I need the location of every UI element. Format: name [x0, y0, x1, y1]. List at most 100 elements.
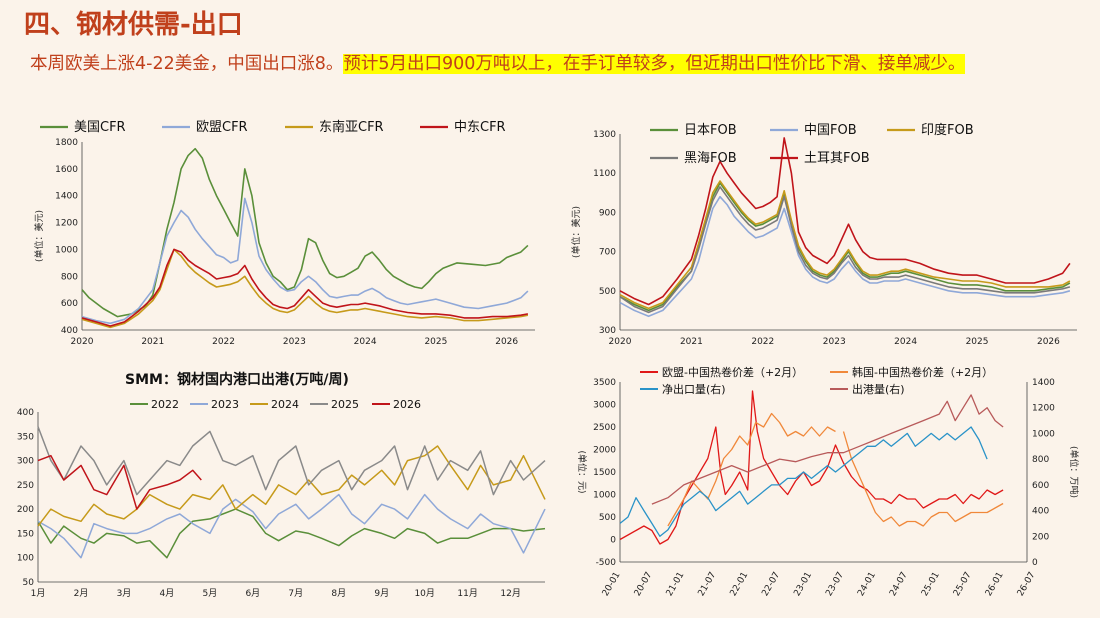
y-tick-label: 400 — [17, 408, 34, 418]
y-tick-label: 1800 — [55, 138, 78, 148]
y-tick-label: 700 — [599, 248, 616, 258]
legend-item-label: 出港量(右) — [852, 382, 905, 396]
y-axis-label: (单位：美元) — [570, 206, 582, 258]
y-right-tick-label: 600 — [1032, 481, 1049, 491]
x-tick-label: 7月 — [288, 588, 303, 599]
x-tick-label: 2025 — [966, 337, 989, 347]
y-tick-label: -500 — [596, 558, 617, 568]
legend-item-label: 中东CFR — [454, 120, 506, 135]
y-right-tick-label: 1000 — [1032, 429, 1055, 439]
x-tick-label: 23-01 — [792, 571, 814, 599]
y-tick-label: 200 — [17, 505, 34, 515]
y-right-tick-label: 800 — [1032, 455, 1049, 465]
y-tick-label: 0 — [610, 536, 616, 546]
legend-item-label: 东南亚CFR — [319, 119, 384, 135]
x-tick-label: 2021 — [141, 337, 164, 347]
y-tick-label: 500 — [599, 513, 616, 523]
x-tick-label: 12月 — [500, 588, 520, 599]
series-line — [37, 493, 546, 559]
legend-item-label: 韩国-中国热卷价差（+2月） — [852, 365, 993, 379]
x-tick-label: 2022 — [212, 337, 235, 347]
x-tick-label: 11月 — [457, 588, 477, 599]
x-tick-label: 5月 — [202, 588, 217, 599]
y-axis-right-label: (单位：万吨) — [1068, 446, 1080, 498]
x-tick-label: 2022 — [751, 337, 774, 347]
chart-title: SMM：钢材国内港口出港(万吨/周) — [125, 371, 349, 388]
legend-item-label: 美国CFR — [74, 120, 126, 135]
x-tick-label: 2023 — [823, 337, 846, 347]
y-axis-label: (单位：元) — [576, 450, 588, 493]
cfr-price-chart: 400 600 800 1000 1200 1400 1600 1800 2020 2021 202… — [33, 119, 535, 347]
x-tick-label: 22-07 — [760, 571, 782, 599]
y-tick-label: 300 — [599, 326, 616, 336]
series-line — [619, 390, 1004, 545]
x-tick-label: 2020 — [609, 337, 632, 347]
y-tick-label: 150 — [17, 529, 34, 539]
y-tick-label: 3500 — [593, 378, 616, 388]
legend-item-label: 2026 — [393, 398, 421, 411]
series-line — [619, 186, 1071, 314]
y-tick-label: 1200 — [55, 219, 78, 229]
x-tick-label: 2026 — [495, 337, 518, 347]
y-tick-label: 400 — [61, 326, 78, 336]
fob-price-chart: 300 500 700 900 1100 1300 2020 2021 2022 2023 2024… — [570, 122, 1077, 347]
x-tick-label: 2025 — [424, 337, 447, 347]
y-tick-label: 50 — [23, 578, 35, 588]
series-line — [619, 137, 1071, 306]
y-tick-label: 300 — [17, 457, 34, 467]
x-tick-label: 2024 — [894, 337, 917, 347]
series-line — [37, 445, 546, 527]
series-line — [37, 454, 202, 510]
x-tick-label: 21-01 — [665, 571, 687, 599]
legend-item-label: 2024 — [271, 398, 299, 411]
y-tick-label: 1600 — [55, 165, 78, 175]
spread-export-chart: -500 0 500 1000 1500 2000 2500 3000 3500 0 200 400 6… — [576, 365, 1080, 599]
legend-item-label: 中国FOB — [804, 123, 857, 138]
y-tick-label: 250 — [17, 481, 34, 491]
legend-item-label: 黑海FOB — [684, 151, 737, 166]
x-tick-label: 6月 — [245, 588, 260, 599]
x-tick-label: 23-07 — [824, 571, 846, 599]
x-tick-label: 24-01 — [856, 571, 878, 599]
x-tick-label: 4月 — [160, 588, 175, 599]
series-line — [619, 180, 1071, 310]
series-line — [667, 412, 836, 527]
page-subtitle: 本周欧美上涨4-22美金，中国出口涨8。预计5月出口900万吨以上，在手订单较多… — [30, 50, 1080, 79]
x-tick-label: 10月 — [414, 588, 434, 599]
x-tick-label: 26-07 — [1016, 571, 1038, 599]
legend-item-label: 欧盟-中国热卷价差（+2月） — [662, 365, 803, 379]
y-tick-label: 800 — [61, 272, 78, 282]
x-tick-label: 21-07 — [697, 571, 719, 599]
legend-item-label: 日本FOB — [684, 123, 737, 138]
legend-item-label: 土耳其FOB — [804, 151, 870, 166]
y-tick-label: 900 — [599, 208, 616, 218]
y-right-tick-label: 400 — [1032, 507, 1049, 517]
x-tick-label: 20-01 — [601, 571, 623, 599]
series-line — [37, 508, 546, 559]
y-right-tick-label: 1200 — [1032, 404, 1055, 414]
y-tick-label: 1500 — [593, 468, 616, 478]
legend-item-label: 欧盟CFR — [196, 120, 248, 135]
series-line — [37, 426, 546, 496]
x-tick-label: 2023 — [283, 337, 306, 347]
x-tick-label: 22-01 — [729, 571, 751, 599]
port-outbound-chart: SMM：钢材国内港口出港(万吨/周) 50 100 150 200 250 300 350 40… — [17, 371, 546, 599]
legend-item-label: 2022 — [151, 398, 179, 411]
series-line — [619, 195, 1071, 318]
series-line — [81, 197, 529, 325]
series-line — [619, 426, 988, 537]
x-tick-label: 8月 — [331, 588, 346, 599]
series-line — [81, 248, 529, 327]
y-tick-label: 1000 — [55, 245, 78, 255]
y-tick-label: 1000 — [593, 491, 616, 501]
x-tick-label: 24-07 — [888, 571, 910, 599]
x-tick-label: 2024 — [354, 337, 377, 347]
series-line — [81, 147, 529, 318]
x-tick-label: 2026 — [1037, 337, 1060, 347]
x-tick-label: 2020 — [71, 337, 94, 347]
y-tick-label: 2500 — [593, 423, 616, 433]
y-tick-label: 1100 — [593, 169, 616, 179]
y-axis-label: (单位：美元) — [33, 210, 45, 262]
x-tick-label: 1月 — [31, 588, 46, 599]
x-tick-label: 20-07 — [633, 571, 655, 599]
